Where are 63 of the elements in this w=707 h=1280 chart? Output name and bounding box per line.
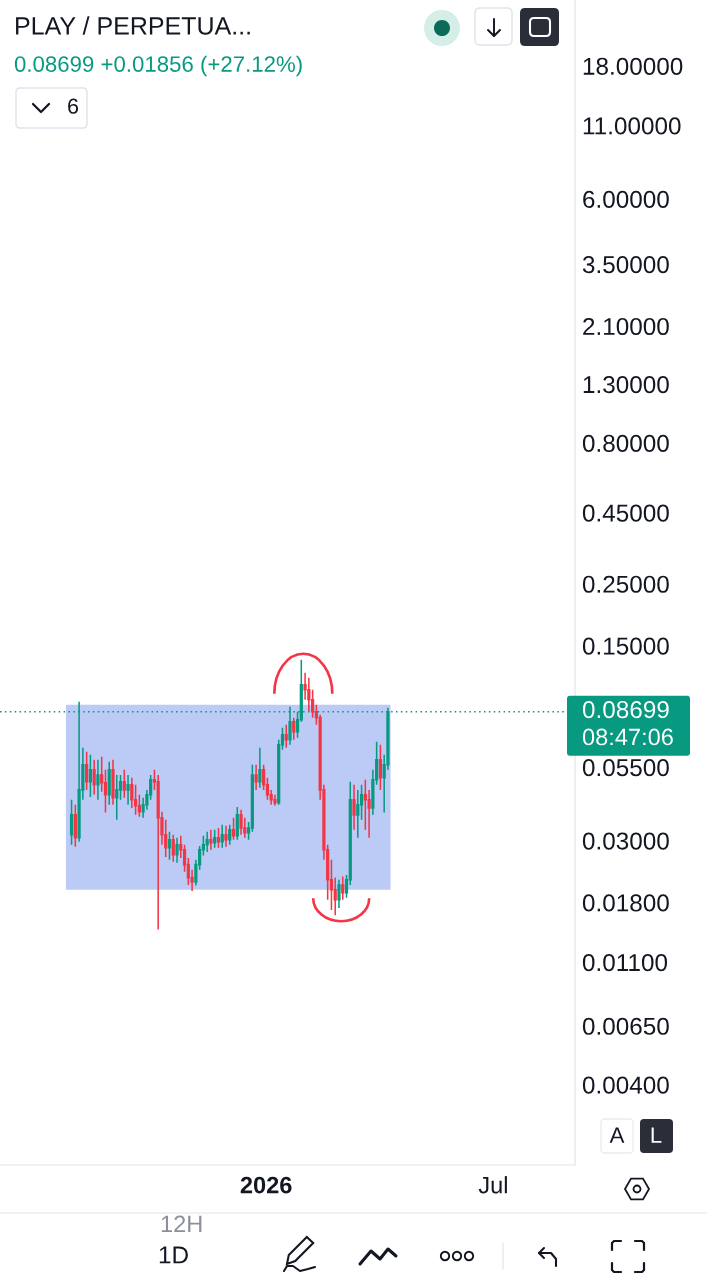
candlestick [209, 829, 213, 851]
y-tick-label: 1.30000 [583, 375, 669, 394]
candlestick [341, 875, 345, 901]
y-tick-label: 0.25000 [582, 575, 669, 593]
candlestick [92, 758, 96, 796]
y-tick-label: 0.80000 [582, 434, 669, 452]
candlestick [111, 758, 115, 806]
ref-line-label: 0.08699 [582, 700, 669, 719]
text: L [651, 1127, 662, 1143]
text: PLAY / PERPETUA... [16, 16, 250, 35]
y-tick-label: 0.05500 [582, 759, 669, 777]
candlestick [171, 833, 175, 863]
candlestick [69, 799, 74, 846]
candlestick [156, 774, 160, 931]
candlestick [175, 837, 179, 864]
candlestick [356, 789, 360, 839]
text: 0.08699 +0.01856 (+27.12%) [14, 55, 302, 77]
candlestick [216, 827, 221, 849]
candlestick [96, 758, 100, 801]
candlestick [378, 743, 383, 791]
candlestick [88, 754, 93, 798]
x-tick-label: Jul [478, 1176, 507, 1194]
y-tick-label: 0.00400 [582, 1076, 669, 1094]
candlestick [352, 783, 356, 831]
y-tick-label: 0.45000 [582, 504, 669, 522]
candlestick [115, 774, 119, 821]
candlestick [205, 830, 209, 853]
candlestick [213, 829, 217, 849]
text: 1D [159, 1246, 188, 1264]
candlestick [292, 716, 296, 741]
text: 12H [161, 1215, 202, 1233]
y-tick-label: 0.03000 [582, 832, 669, 850]
candlestick [228, 823, 232, 846]
text: A [609, 1127, 625, 1143]
candlestick [167, 830, 172, 861]
candlestick [235, 806, 239, 841]
y-tick-label: 0.01800 [582, 894, 669, 912]
candlestick [284, 723, 288, 749]
candlestick [107, 761, 111, 806]
candlestick [77, 700, 81, 843]
y-tick-label: 11.00000 [583, 117, 681, 135]
candlestick [273, 793, 277, 807]
candlestick [258, 746, 262, 789]
candlestick [73, 804, 77, 848]
candlestick [239, 808, 243, 836]
candlestick [224, 825, 228, 848]
candlestick [337, 879, 341, 909]
candlestick [122, 769, 126, 799]
y-tick-label: 18.00000 [583, 57, 683, 75]
candlestick [126, 774, 130, 806]
candlestick [85, 750, 89, 791]
candlestick [254, 764, 258, 791]
y-tick-label: 6.00000 [583, 190, 669, 208]
y-tick-label: 0.15000 [582, 637, 669, 655]
y-tick-label: 0.01100 [582, 953, 668, 972]
candlestick [220, 823, 224, 849]
annotation: 6 [68, 98, 79, 114]
y-tick-label: 3.50000 [582, 256, 669, 274]
x-tick-label: 2026 [240, 1176, 292, 1194]
candlestick [231, 817, 236, 841]
text: 08:47:06 [582, 728, 673, 746]
y-tick-label: 0.00650 [582, 1017, 669, 1035]
y-tick-label: 2.10000 [583, 317, 669, 336]
